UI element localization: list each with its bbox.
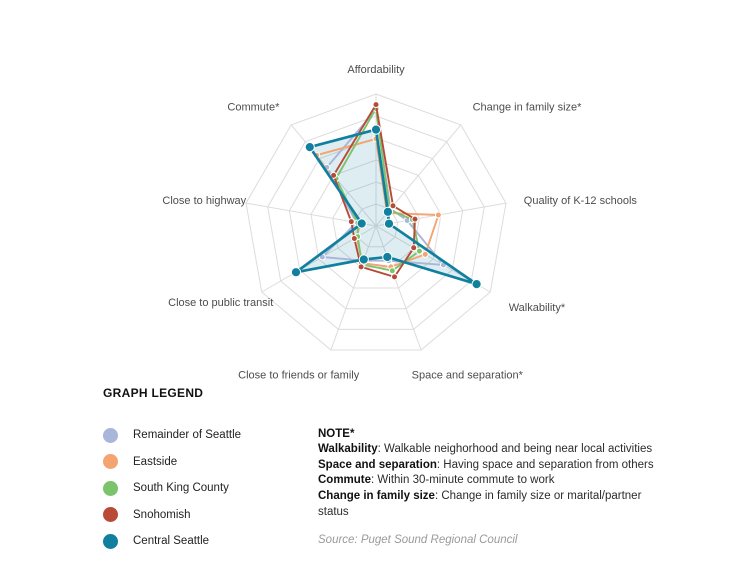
legend-label: Remainder of Seattle xyxy=(133,429,242,442)
radar-marker xyxy=(383,218,395,229)
radar-grid-ring xyxy=(310,159,442,289)
radar-series-line xyxy=(294,128,478,286)
radar-axis-label: Close to public transit xyxy=(168,297,273,309)
radar-marker xyxy=(290,267,302,278)
radar-marker xyxy=(350,235,358,242)
radar-marker xyxy=(388,267,396,275)
radar-grid-ring xyxy=(267,115,485,330)
note-line: Space and separation: Having space and s… xyxy=(318,458,654,471)
radar-chart: Affordability Change in family size* Quali… xyxy=(162,64,638,381)
radar-marker xyxy=(471,279,482,290)
radar-axis-label: Change in family size* xyxy=(473,102,583,114)
legend-swatch-icon xyxy=(103,427,118,443)
radar-marker xyxy=(370,124,382,135)
radar-axis-label: Close to friends or family xyxy=(238,369,360,381)
note-lines: Walkability: Walkable neighorhood and be… xyxy=(318,442,658,521)
radar-marker xyxy=(391,273,398,281)
note-line: Walkability: Walkable neighorhood and be… xyxy=(318,443,653,455)
note-title: NOTE* xyxy=(318,428,355,440)
legend-label: South King County xyxy=(133,482,229,495)
radar-axis-label: Commute* xyxy=(227,102,280,114)
legend-label: Snohomish xyxy=(133,508,191,521)
legend-swatch-icon xyxy=(103,507,118,523)
radar-grid-ring xyxy=(245,93,507,351)
radar-grid-ring xyxy=(353,203,399,248)
radar-marker xyxy=(434,211,442,219)
note-line: Change in family size: Change in family … xyxy=(318,490,642,518)
radar-marker xyxy=(411,215,419,223)
legend-item: South King County xyxy=(103,475,241,502)
radar-marker xyxy=(347,218,355,226)
graph-legend: GRAPH LEGEND Remainder of Seattle Eastsid… xyxy=(103,386,241,555)
legend-item: Remainder of Seattle xyxy=(103,422,241,449)
radar-marker xyxy=(389,202,397,210)
note-line: Commute: Within 30-minute commute to wor… xyxy=(318,474,555,487)
legend-swatch-icon xyxy=(103,480,118,496)
radar-axis-label: Walkability* xyxy=(509,302,566,314)
radar-axis-label: Quality of K-12 schools xyxy=(524,195,638,207)
radar-marker xyxy=(382,206,393,217)
radar-marker xyxy=(382,251,393,263)
radar-marker xyxy=(421,250,429,258)
source-text: Source: Puget Sound Regional Council xyxy=(318,533,518,546)
legend-items: Remainder of Seattle Eastside South King C… xyxy=(103,422,241,555)
radar-axis-label: Space and separation* xyxy=(412,369,524,381)
legend-item: Central Seattle xyxy=(103,528,241,555)
radar-marker xyxy=(358,254,369,265)
radar-series-line xyxy=(332,103,416,278)
radar-axis-label: Affordability xyxy=(347,64,405,76)
legend-item: Snohomish xyxy=(103,502,241,529)
radar-marker xyxy=(304,142,315,153)
legend-swatch-icon xyxy=(103,454,118,470)
legend-label: Central Seattle xyxy=(133,535,210,548)
radar-axis-label: Close to highway xyxy=(162,195,246,207)
note-block: NOTE* Walkability: Walkable neighorhood … xyxy=(318,426,658,546)
legend-title: GRAPH LEGEND xyxy=(103,386,204,400)
radar-marker xyxy=(372,101,380,109)
radar-grid-ring xyxy=(288,137,464,310)
radar-marker xyxy=(415,247,423,255)
legend-label: Eastside xyxy=(133,455,178,468)
radar-marker xyxy=(356,218,367,229)
radar-marker xyxy=(410,244,418,252)
legend-item: Eastside xyxy=(103,449,241,476)
legend-swatch-icon xyxy=(103,533,118,549)
radar-marker xyxy=(357,263,365,271)
